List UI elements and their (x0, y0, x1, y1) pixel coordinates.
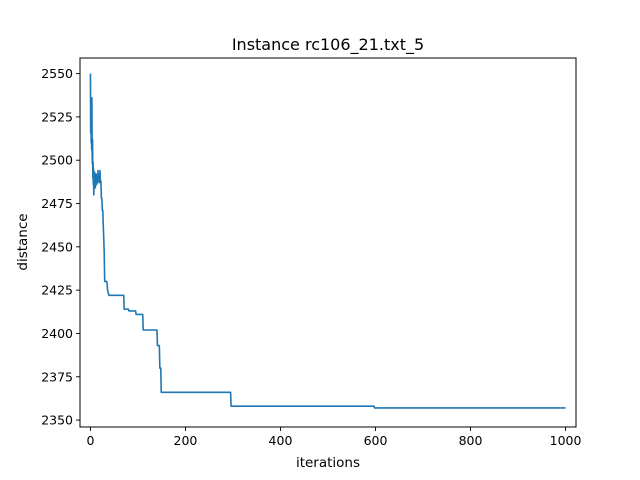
x-tick-label: 400 (269, 433, 293, 448)
y-tick-label: 2425 (41, 283, 73, 298)
x-axis-label: iterations (296, 455, 360, 471)
y-tick-label: 2450 (41, 239, 73, 254)
x-tick-label: 0 (86, 433, 94, 448)
series-line (89, 73, 566, 409)
x-tick-label: 600 (364, 433, 388, 448)
y-tick-label: 2525 (41, 109, 73, 124)
y-tick-label: 2400 (41, 326, 73, 341)
x-axis-ticks: 0 200 400 600 800 1000 (86, 427, 582, 448)
y-tick-label: 2375 (41, 369, 73, 384)
plot-area (80, 58, 576, 427)
y-axis-label: distance (15, 213, 31, 270)
y-tick-label: 2550 (41, 66, 73, 81)
x-tick-label: 200 (174, 433, 198, 448)
x-tick-label: 800 (459, 433, 483, 448)
chart-title: Instance rc106_21.txt_5 (232, 35, 424, 55)
y-tick-label: 2475 (41, 196, 73, 211)
y-axis-ticks: 2350 2375 2400 2425 2450 2475 2500 2525 2550 (41, 66, 80, 428)
x-tick-label: 1000 (550, 433, 582, 448)
y-tick-label: 2500 (41, 153, 73, 168)
y-tick-label: 2350 (41, 413, 73, 428)
series-layer (89, 73, 566, 409)
plot-frame (79, 57, 577, 428)
